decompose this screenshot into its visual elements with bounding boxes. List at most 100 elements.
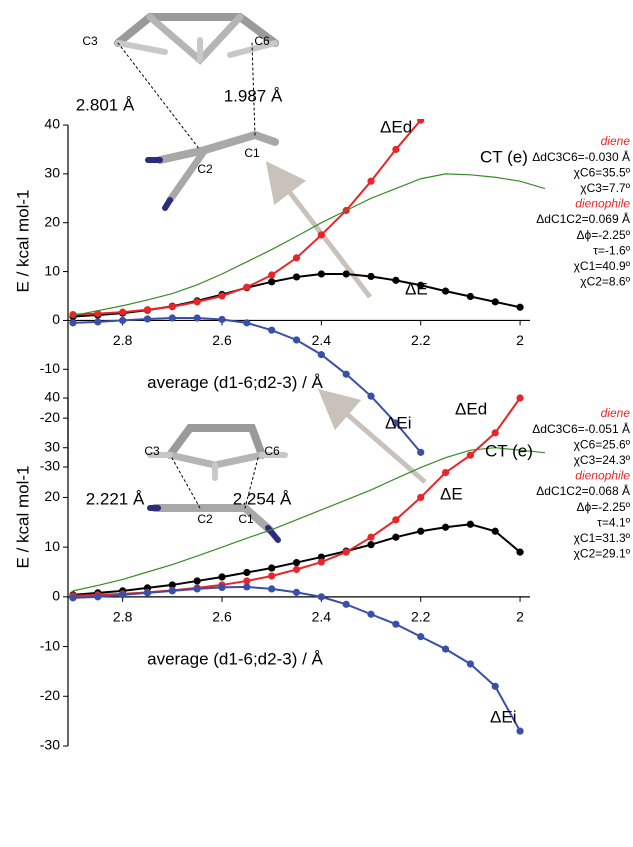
structure-label: 2.254 Å [233,489,292,508]
data-point [194,585,201,592]
data-point [119,317,126,324]
structure-label: C1 [238,512,254,526]
y-tick-label: -20 [40,409,60,425]
data-point [194,314,201,321]
data-point [417,528,424,535]
y-tick-label: -30 [40,737,60,753]
y-tick-label: 10 [44,262,60,278]
parameter: diene [601,406,631,420]
data-point [268,585,275,592]
series-label: ΔEi [385,413,411,432]
data-point [293,254,300,261]
data-point [318,351,325,358]
data-point [392,146,399,153]
data-point [417,494,424,501]
structure-label: C3 [144,444,160,458]
parameter: ΔdC1C2=0.069 Å [536,211,630,226]
parameter: ΔdC1C2=0.068 Å [536,483,630,498]
y-tick-label: 0 [52,311,60,327]
data-point [243,319,250,326]
data-point [343,601,350,608]
y-tick-label: 30 [44,438,60,454]
data-point [467,293,474,300]
data-point [367,273,374,280]
data-point [442,645,449,652]
parameter: dienophile [575,469,630,483]
data-point [367,534,374,541]
y-tick-label: -30 [40,458,60,474]
structure-label: 2.801 Å [76,95,135,114]
data-point [492,528,499,535]
parameter: χC6=35.5º [574,165,631,179]
data-point [417,633,424,640]
data-point [218,292,225,299]
data-point [218,573,225,580]
data-point [194,298,201,305]
data-point [467,452,474,459]
y-tick-label: 30 [44,165,60,181]
data-point [144,589,151,596]
data-point [293,273,300,280]
data-point [392,516,399,523]
parameter: τ=-1.6º [593,243,630,257]
y-tick-label: 20 [44,213,60,229]
data-point [318,593,325,600]
data-point [516,394,523,401]
data-point [268,278,275,285]
structure-label: C6 [254,34,270,48]
data-point [392,621,399,628]
molecule-top [118,17,275,208]
x-tick-label: 2.6 [212,332,232,348]
data-point [417,449,424,456]
figure: -30-20-100102030402.82.62.42.22E / kcal … [0,0,633,847]
y-tick-label: 40 [44,116,60,132]
y-axis-label: E / kcal mol-1 [13,190,32,293]
x-tick-label: 2.4 [312,609,332,625]
data-point [243,284,250,291]
y-tick-label: 20 [44,488,60,504]
x-tick-label: 2 [516,332,524,348]
data-point [144,306,151,313]
data-point [144,315,151,322]
x-tick-label: 2.4 [312,332,332,348]
data-point [243,569,250,576]
parameter: Δϕ=-2.25º [577,228,631,242]
data-point [467,521,474,528]
series-label: ΔE [440,484,463,503]
x-tick-label: 2.2 [411,332,431,348]
data-point [343,549,350,556]
parameter: χC3=7.7º [580,181,630,195]
data-point [492,429,499,436]
data-point [392,277,399,284]
data-point [94,593,101,600]
y-tick-label: -10 [40,360,60,376]
parameter: χC3=24.3º [574,453,631,467]
data-point [442,469,449,476]
x-axis-label: average (d1-6;d2-3) / Å [147,373,323,392]
series-label: ΔEd [380,117,412,136]
parameter: ΔdC3C6=-0.051 Å [532,421,630,436]
data-point [119,591,126,598]
data-point [169,314,176,321]
data-point [442,524,449,531]
data-point [268,327,275,334]
data-point [492,298,499,305]
series-label: CT (e) [480,147,528,166]
y-tick-label: 40 [44,389,60,405]
data-point [516,727,523,734]
structure-label: C1 [244,146,260,160]
series-label: ΔEd [455,399,487,418]
data-point [367,178,374,185]
x-axis-label: average (d1-6;d2-3) / Å [147,649,323,668]
y-tick-label: 0 [52,588,60,604]
x-tick-label: 2.2 [411,609,431,625]
data-point [69,319,76,326]
data-point [218,316,225,323]
data-point [169,303,176,310]
data-point [268,564,275,571]
parameter: χC6=25.6º [574,437,631,451]
parameter: χC1=31.3º [574,531,631,545]
parameter: diene [601,134,631,148]
series-line [73,174,545,316]
series-label: ΔE [405,279,428,298]
